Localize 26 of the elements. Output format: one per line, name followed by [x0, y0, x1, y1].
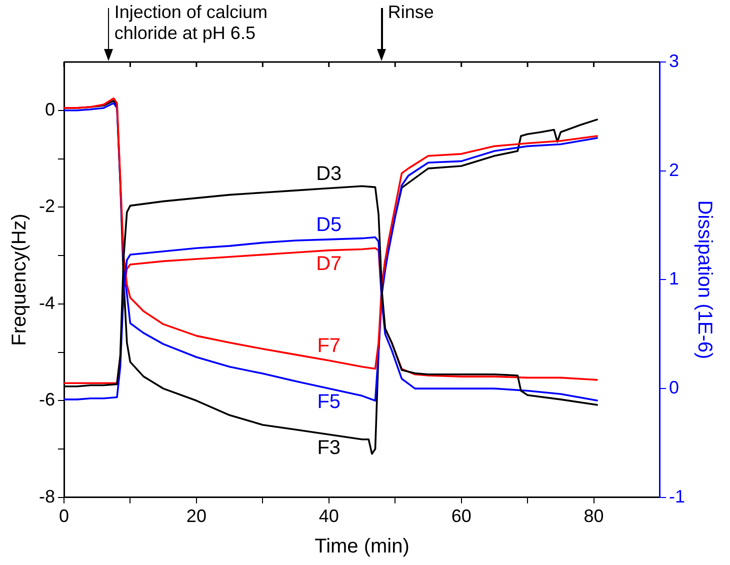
series-label: D3 [316, 162, 342, 185]
ref-line-label: Rinse [388, 2, 434, 22]
series-label: D7 [316, 252, 342, 275]
series-label: F3 [317, 437, 341, 460]
x-tick-label: 0 [58, 506, 70, 526]
y2-tick-label: 3 [668, 50, 680, 71]
y2-tick-label: 1 [668, 268, 680, 289]
y2-tick-label: -1 [668, 486, 686, 506]
ref-line-label: Injection of calcium chloride at pH 6.5 [114, 2, 268, 43]
y-tick-label: -8 [38, 486, 56, 506]
y-tick-label: -4 [38, 292, 56, 313]
y2-tick-label: 0 [668, 378, 680, 398]
series-label: F7 [317, 335, 341, 358]
x-axis-title: Time (min) [314, 536, 410, 558]
series-label: D5 [316, 214, 342, 236]
y-tick-label: -6 [38, 390, 56, 410]
x-tick-label: 40 [318, 506, 339, 526]
y2-tick-label: 2 [668, 160, 680, 180]
x-tick-label: 60 [451, 506, 472, 526]
y2-axis-title: Dissipation (1E-6) [693, 200, 716, 360]
y-tick-label: 0 [44, 99, 56, 120]
x-tick-label: 80 [584, 506, 604, 526]
y-axis-title: Frequency(Hz) [8, 214, 31, 346]
series-label: F5 [317, 391, 341, 414]
x-tick-label: 20 [186, 506, 206, 526]
y-tick-label: -2 [38, 196, 56, 216]
